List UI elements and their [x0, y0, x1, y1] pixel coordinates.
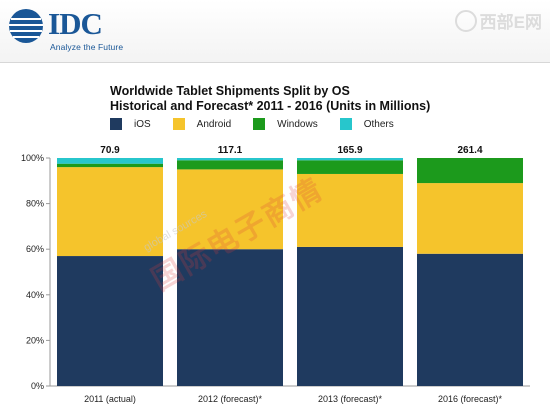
legend-swatch-ios — [110, 118, 122, 130]
x-category-label: 2013 (forecast)* — [318, 394, 383, 404]
legend-item-windows: Windows — [253, 118, 318, 130]
bar-total-label: 70.9 — [100, 145, 120, 156]
legend-item-others: Others — [339, 118, 394, 130]
globe-icon — [9, 9, 43, 43]
bar-segment-ios — [417, 253, 523, 386]
legend-item-ios: iOS — [110, 118, 151, 130]
idc-logo[interactable]: IDC Analyze the Future — [8, 6, 148, 56]
bar-segment-others — [297, 158, 403, 161]
bar-segment-windows — [417, 158, 523, 184]
logo-text: IDC — [48, 6, 103, 41]
legend-item-android: Android — [172, 118, 232, 130]
legend-label-android: Android — [196, 118, 232, 130]
y-tick-label: 0% — [31, 381, 44, 391]
legend-swatch-windows — [253, 118, 266, 130]
bar-segment-ios — [177, 249, 283, 386]
y-tick-label: 40% — [26, 290, 44, 300]
header-bar: IDC Analyze the Future 西部E网 — [0, 0, 550, 63]
chart-title-block: Worldwide Tablet Shipments Split by OS H… — [110, 84, 430, 114]
bar-segment-others — [57, 158, 163, 164]
bar-segment-ios — [57, 256, 163, 386]
legend-label-ios: iOS — [134, 118, 151, 130]
bar-segment-windows — [177, 160, 283, 170]
bar-segment-others — [177, 158, 283, 161]
site-logo-icon — [454, 10, 477, 32]
bar-total-label: 165.9 — [337, 145, 362, 156]
bar-segment-windows — [57, 163, 163, 168]
logo-tagline: Analyze the Future — [50, 42, 124, 52]
y-tick-label: 80% — [26, 199, 44, 209]
legend-swatch-android — [172, 118, 185, 130]
bar-segment-ios — [297, 246, 403, 386]
bar-segment-android — [57, 167, 163, 257]
y-tick-label: 60% — [26, 244, 44, 254]
bar-segment-android — [417, 183, 523, 254]
y-tick-label: 100% — [21, 153, 44, 163]
x-category-label: 2016 (forecast)* — [438, 394, 503, 404]
bar-segment-windows — [297, 160, 403, 174]
y-tick-label: 20% — [26, 335, 44, 345]
legend-label-others: Others — [363, 118, 394, 130]
x-category-label: 2011 (actual) — [84, 394, 136, 404]
bar-segment-android — [177, 169, 283, 250]
bar-segment-android — [297, 173, 403, 247]
chart-title: Worldwide Tablet Shipments Split by OS — [110, 84, 350, 98]
chart-legend: iOS Android Windows Others — [110, 118, 416, 130]
legend-label-windows: Windows — [277, 118, 318, 130]
x-category-label: 2012 (forecast)* — [198, 394, 263, 404]
site-watermark: 西部E网 — [454, 8, 542, 33]
bar-total-label: 117.1 — [218, 145, 243, 156]
site-watermark-text: 西部E网 — [479, 13, 542, 32]
legend-swatch-others — [339, 118, 352, 130]
bar-total-label: 261.4 — [457, 145, 482, 156]
chart-subtitle: Historical and Forecast* 2011 - 2016 (Un… — [110, 99, 431, 113]
